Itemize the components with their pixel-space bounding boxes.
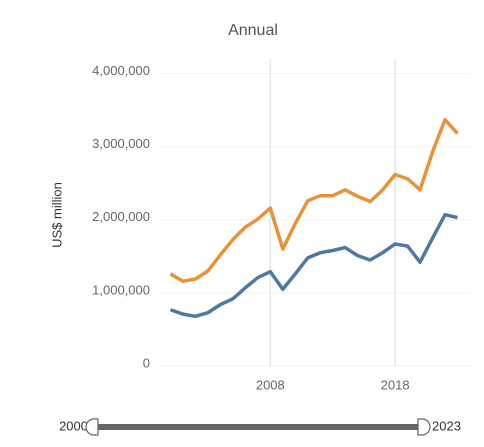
y-axis-label: US$ million — [49, 182, 64, 248]
slider-track[interactable] — [92, 424, 424, 430]
x-tick-label: 2008 — [256, 377, 285, 392]
chart-title: Annual — [228, 22, 278, 39]
y-tick-label: 4,000,000 — [92, 63, 150, 78]
y-tick-label: 2,000,000 — [92, 209, 150, 224]
y-tick-label: 1,000,000 — [92, 282, 150, 297]
line-series — [169, 117, 459, 283]
slider-handle-end[interactable] — [417, 418, 431, 436]
slider-end-label: 2023 — [432, 418, 461, 433]
slider-handle-start[interactable] — [85, 418, 99, 436]
slider-start-label: 2000 — [59, 418, 88, 433]
line-series — [169, 212, 458, 319]
x-tick-label: 2018 — [381, 377, 410, 392]
y-tick-label: 3,000,000 — [92, 136, 150, 151]
y-tick-label: 0 — [143, 355, 150, 370]
